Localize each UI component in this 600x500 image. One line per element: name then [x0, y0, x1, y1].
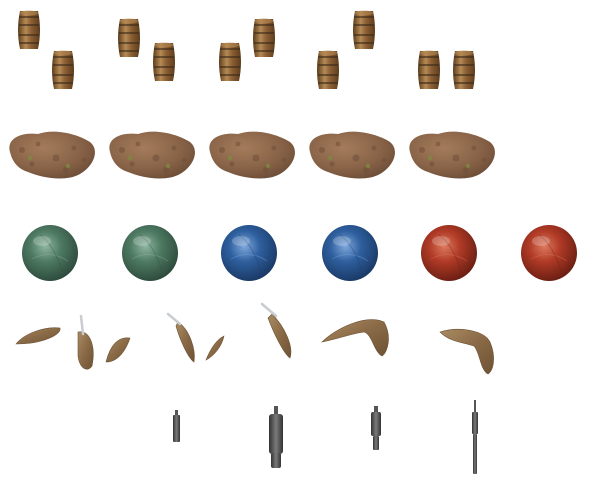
rock-sprite-1 — [9, 131, 95, 179]
barrel-sprite-5 — [219, 42, 241, 81]
barrel-sprite-10 — [453, 50, 475, 89]
orb-sprite-2-green — [122, 225, 178, 281]
debris-sprite-4 — [166, 312, 195, 363]
rock-sprite-5 — [409, 131, 495, 179]
tool-sprite-1 — [173, 410, 180, 442]
barrel-sprite-9 — [418, 50, 440, 89]
barrel-sprite-2 — [52, 50, 74, 89]
rock-sprite-2 — [109, 131, 195, 179]
barrel-sprite-7 — [317, 50, 339, 89]
debris-sprite-7 — [321, 319, 389, 357]
orb-sprite-5-red — [421, 225, 477, 281]
debris-sprite-5 — [205, 335, 225, 361]
debris-sprite-3 — [105, 337, 131, 363]
debris-sprite-2 — [77, 314, 94, 370]
barrel-sprite-6 — [253, 18, 275, 57]
orb-sprite-3-blue — [221, 225, 277, 281]
debris-sprite-1 — [15, 327, 61, 345]
orb-sprite-4-blue — [322, 225, 378, 281]
rock-sprite-4 — [309, 131, 395, 179]
orb-sprite-1-green — [22, 225, 78, 281]
rock-sprite-3 — [209, 131, 295, 179]
tool-sprite-2 — [269, 406, 283, 468]
barrel-sprite-1 — [18, 10, 40, 49]
tool-sprite-4 — [472, 400, 478, 474]
barrel-sprite-4 — [153, 42, 175, 81]
debris-sprite-8 — [439, 329, 494, 375]
orb-sprite-6-red — [521, 225, 577, 281]
debris-sprite-6 — [260, 302, 292, 359]
barrel-sprite-3 — [118, 18, 140, 57]
tool-sprite-3 — [371, 406, 381, 450]
barrel-sprite-8 — [353, 10, 375, 49]
